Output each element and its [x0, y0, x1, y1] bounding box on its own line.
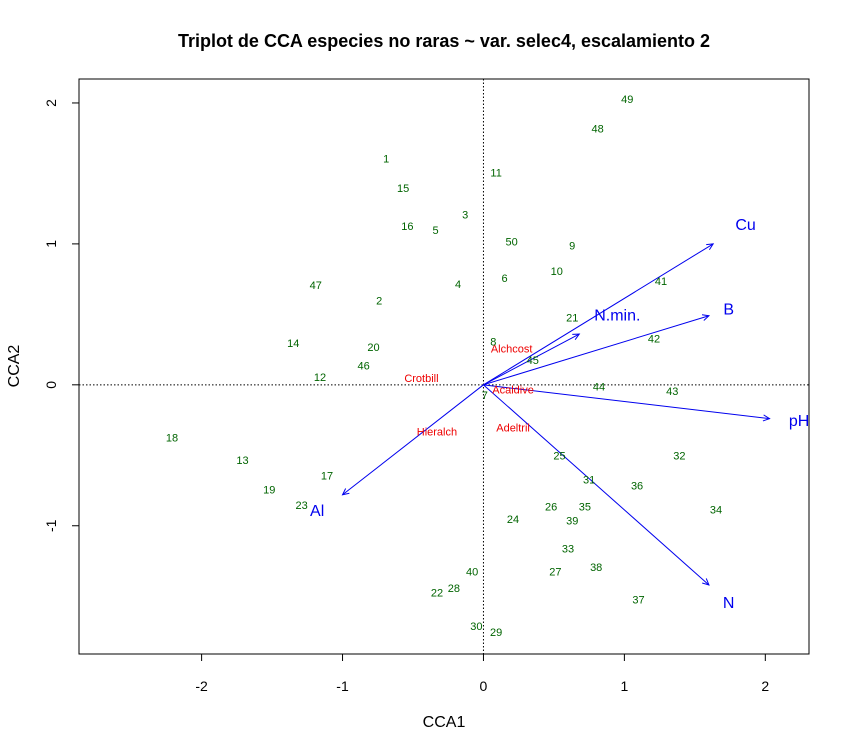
species-label: Hieralch: [417, 427, 457, 439]
site-label: 45: [527, 355, 539, 367]
site-label: 4: [455, 279, 461, 291]
site-label: 44: [593, 382, 605, 394]
species-label: Crotbill: [404, 373, 438, 385]
site-label: 46: [358, 361, 370, 373]
biplot-arrow: [342, 384, 484, 496]
x-tick-label: 2: [761, 678, 769, 694]
site-label: 36: [631, 480, 643, 492]
site-label: 27: [549, 566, 561, 578]
site-label: 39: [566, 516, 578, 528]
site-label: 32: [673, 451, 685, 463]
site-label: 20: [367, 342, 379, 354]
site-label: 42: [648, 334, 660, 346]
site-label: 33: [562, 544, 574, 556]
site-label: 40: [466, 566, 478, 578]
x-tick-label: -1: [336, 678, 349, 694]
site-label: 14: [287, 338, 299, 350]
site-label: 9: [569, 241, 575, 253]
site-label: 17: [321, 470, 333, 482]
site-label: 12: [314, 372, 326, 384]
biplot-arrowhead: [706, 243, 715, 251]
biplot-label: pH: [789, 413, 809, 430]
y-tick-label: 1: [43, 240, 59, 248]
site-label: 49: [621, 94, 633, 106]
site-label: 43: [666, 386, 678, 398]
site-label: 3: [462, 210, 468, 222]
site-label: 35: [579, 501, 591, 513]
site-label: 21: [566, 313, 578, 325]
y-tick-label: 0: [43, 381, 59, 389]
site-label: 11: [490, 167, 501, 179]
biplot-label: B: [723, 302, 734, 319]
site-label: 1: [383, 153, 389, 165]
x-tick-label: -2: [195, 678, 208, 694]
site-label: 41: [655, 276, 667, 288]
site-label: 25: [553, 451, 565, 463]
site-label: 30: [470, 621, 482, 633]
site-label: 6: [502, 273, 508, 285]
biplot-label: N: [723, 595, 735, 612]
site-label: 5: [432, 225, 438, 237]
site-label: 2: [376, 296, 382, 308]
y-axis: -1 0 1 2: [43, 99, 80, 532]
biplot-label: Cu: [735, 217, 755, 234]
site-label: 19: [263, 485, 275, 497]
site-label: 15: [397, 183, 409, 195]
biplot-arrow: [483, 315, 710, 386]
species-label: Acaldive: [492, 384, 534, 396]
x-tick-label: 0: [480, 678, 488, 694]
y-tick-label: 2: [43, 99, 59, 107]
site-label: 31: [583, 475, 595, 487]
species-label: Adeltril: [496, 423, 530, 435]
y-tick-label: -1: [43, 519, 59, 532]
biplot-arrow: [483, 333, 580, 386]
site-label: 24: [507, 514, 519, 526]
species-scores: Alchcost Crotbill Acaldive Hieralch Adeltril: [404, 344, 534, 439]
biplot-label: N.min.: [594, 307, 640, 324]
site-label: 28: [448, 583, 460, 595]
site-label: 18: [166, 432, 178, 444]
biplot-arrowhead: [702, 578, 710, 586]
site-label: 48: [591, 124, 603, 136]
site-label: 26: [545, 501, 557, 513]
site-label: 37: [632, 594, 644, 606]
biplot-arrowhead: [572, 333, 581, 341]
site-label: 38: [590, 562, 602, 574]
site-label: 7: [482, 390, 488, 402]
site-label: 10: [551, 266, 563, 278]
y-axis-label: CCA2: [6, 345, 23, 388]
plot-frame: [78, 78, 810, 655]
reference-lines: [79, 79, 809, 654]
biplot-arrows: Cu BpH N.min. N Al: [310, 217, 809, 612]
x-axis: -2 -1 0 1 2: [195, 653, 769, 694]
biplot-arrowhead: [762, 414, 771, 422]
site-label: 13: [236, 455, 248, 467]
biplot-arrow: [483, 384, 770, 420]
site-label: 16: [401, 221, 413, 233]
biplot-arrow: [483, 243, 714, 386]
site-label: 34: [710, 504, 722, 516]
biplot-label: Al: [310, 503, 324, 520]
site-label: 22: [431, 587, 443, 599]
biplot-arrow: [483, 384, 710, 586]
site-label: 29: [490, 627, 502, 639]
site-label: 23: [296, 500, 308, 512]
x-tick-label: 1: [620, 678, 628, 694]
biplot-arrowhead: [341, 488, 350, 496]
species-label: Alchcost: [491, 344, 533, 356]
x-axis-label: CCA1: [423, 714, 466, 731]
site-label: 47: [310, 280, 322, 292]
site-label: 8: [490, 337, 496, 349]
biplot-arrowhead: [701, 314, 711, 321]
chart-title: Triplot de CCA especies no raras ~ var. …: [178, 31, 710, 51]
site-label: 50: [506, 236, 518, 248]
